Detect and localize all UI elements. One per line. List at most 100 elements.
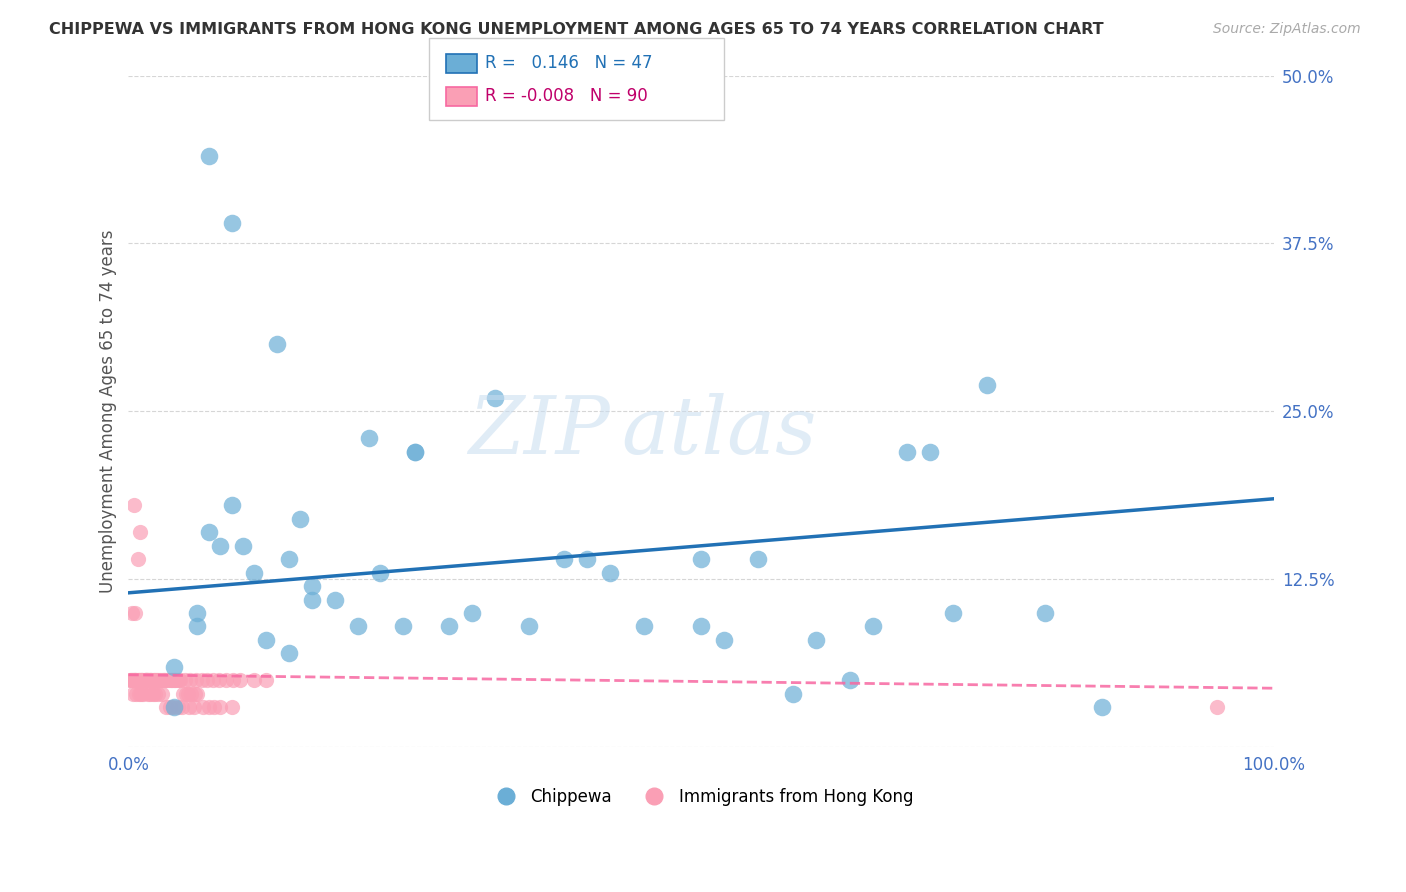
Point [184,687,207,701]
Point [180,687,202,701]
Point [173,673,195,688]
Point [209,700,232,714]
Point [146,673,169,688]
Point [437,619,460,633]
Point [290,512,312,526]
Point [124,673,146,688]
Point [132,687,155,701]
Point [197,149,219,163]
Point [228,673,250,688]
Legend: Chippewa, Immigrants from Hong Kong: Chippewa, Immigrants from Hong Kong [482,781,920,813]
Point [122,499,145,513]
Point [172,700,194,714]
Point [202,673,225,688]
Text: atlas: atlas [621,392,817,470]
Point [202,700,225,714]
Point [127,673,149,688]
Point [148,673,170,688]
Point [690,619,713,633]
Text: ZIP: ZIP [468,392,610,470]
Point [162,700,184,714]
Point [124,606,146,620]
Point [862,619,884,633]
Point [197,673,219,688]
Point [124,673,146,688]
Point [129,525,152,540]
Point [134,673,156,688]
Point [301,579,323,593]
Point [166,673,188,688]
Text: R =   0.146   N = 47: R = 0.146 N = 47 [485,54,652,72]
Point [484,391,506,405]
Text: CHIPPEWA VS IMMIGRANTS FROM HONG KONG UNEMPLOYMENT AMONG AGES 65 TO 74 YEARS COR: CHIPPEWA VS IMMIGRANTS FROM HONG KONG UN… [49,22,1104,37]
Point [127,552,149,566]
Point [277,552,299,566]
Point [254,673,277,688]
Point [149,673,172,688]
Point [357,431,380,445]
Point [221,216,243,230]
Point [221,700,243,714]
Point [243,566,266,580]
Point [135,673,157,688]
Point [150,687,173,701]
Point [191,673,214,688]
Point [266,337,288,351]
Point [152,673,174,688]
Point [633,619,655,633]
Point [169,673,191,688]
Point [138,673,160,688]
Point [153,673,176,688]
Point [141,673,163,688]
Point [208,673,231,688]
Point [553,552,575,566]
Point [166,700,188,714]
Point [1091,700,1114,714]
Point [136,687,159,701]
Point [157,673,180,688]
Point [186,606,208,620]
Point [165,673,187,688]
Point [141,673,163,688]
Point [129,687,152,701]
Point [131,673,153,688]
Point [121,673,143,688]
Point [254,632,277,647]
Point [160,673,183,688]
Point [221,499,243,513]
Point [160,673,183,688]
Point [277,646,299,660]
Y-axis label: Unemployment Among Ages 65 to 74 years: Unemployment Among Ages 65 to 74 years [100,229,117,593]
Point [404,444,426,458]
Point [323,592,346,607]
Point [1033,606,1056,620]
Point [976,377,998,392]
Point [197,525,219,540]
Point [839,673,862,688]
Point [135,673,157,688]
Point [143,687,166,701]
Point [804,632,827,647]
Point [156,673,179,688]
Point [346,619,368,633]
Point [155,700,177,714]
Point [174,687,197,701]
Point [172,687,194,701]
Point [145,673,167,688]
Point [139,673,162,688]
Point [163,659,186,673]
Point [129,673,152,688]
Point [125,687,148,701]
Point [159,700,181,714]
Point [122,687,145,701]
Point [782,687,804,701]
Point [301,592,323,607]
Point [135,673,157,688]
Point [184,673,207,688]
Point [243,673,266,688]
Point [142,673,165,688]
Point [136,673,159,688]
Point [134,673,156,688]
Point [139,687,162,701]
Point [121,606,143,620]
